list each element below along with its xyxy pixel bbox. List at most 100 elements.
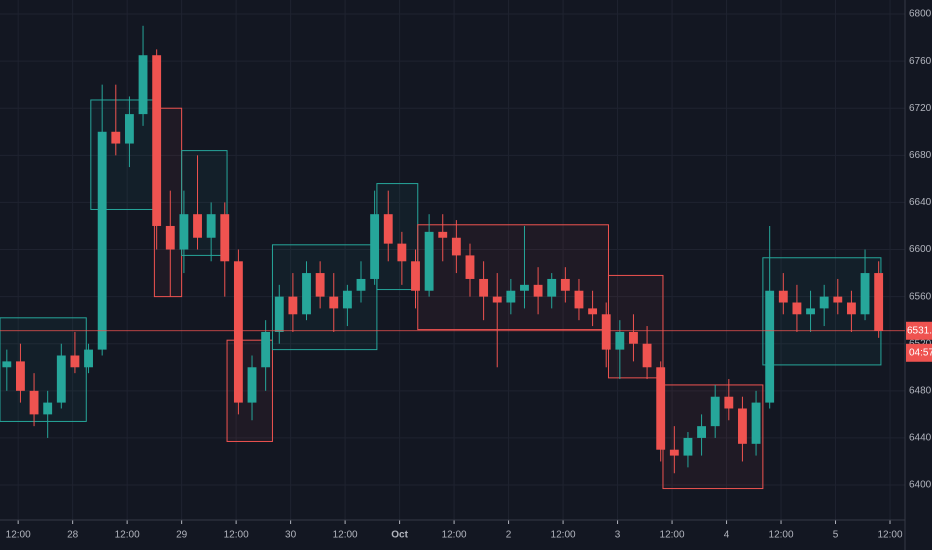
x-tick-label: Oct bbox=[391, 530, 408, 541]
candle-body bbox=[233, 261, 243, 403]
countdown-tag bbox=[906, 343, 932, 362]
candle-body bbox=[451, 237, 461, 256]
channel bbox=[181, 150, 228, 256]
x-tick-label: 12:00 bbox=[442, 530, 467, 541]
y-tick-label: 6440.0 bbox=[909, 433, 932, 444]
candle-body bbox=[765, 290, 775, 403]
candle-body bbox=[629, 331, 638, 344]
candle-body bbox=[601, 314, 611, 350]
candle-body bbox=[111, 131, 121, 144]
candle-body bbox=[833, 296, 843, 303]
channel bbox=[607, 274, 664, 379]
candle-body bbox=[819, 296, 829, 309]
x-tick-label: 2 bbox=[506, 530, 512, 541]
candle-body bbox=[533, 284, 543, 297]
candle-body bbox=[302, 273, 311, 315]
last-price-label: 6531.0 bbox=[907, 325, 932, 336]
y-tick-label: 6600.0 bbox=[909, 244, 932, 255]
x-tick-label: 28 bbox=[67, 530, 79, 541]
x-tick-label: 12:00 bbox=[769, 530, 794, 541]
x-tick-label: 3 bbox=[615, 530, 621, 541]
y-tick-label: 6560.0 bbox=[909, 291, 932, 302]
candle-body bbox=[274, 296, 284, 332]
y-tick-label: 6800.0 bbox=[909, 9, 932, 20]
candle-body bbox=[806, 308, 815, 315]
y-tick-label: 6720.0 bbox=[909, 103, 932, 114]
candle-body bbox=[138, 55, 148, 115]
candle-body bbox=[383, 214, 393, 244]
x-tick-label: 5 bbox=[833, 530, 839, 541]
candle-body bbox=[179, 214, 189, 250]
candle-body bbox=[751, 402, 761, 444]
candle-body bbox=[261, 331, 271, 368]
y-tick-label: 6400.0 bbox=[909, 480, 932, 491]
channel bbox=[0, 317, 87, 422]
candle-body bbox=[165, 225, 175, 250]
last-price-tag bbox=[906, 321, 932, 340]
candle-body bbox=[669, 449, 679, 456]
candle-body bbox=[738, 408, 747, 444]
x-tick-label: 12:00 bbox=[6, 530, 31, 541]
y-tick-label: 6680.0 bbox=[909, 150, 932, 161]
candle-body bbox=[438, 231, 448, 238]
candle-body bbox=[778, 290, 788, 303]
x-tick-label: 30 bbox=[285, 530, 297, 541]
x-tick-label: 12:00 bbox=[115, 530, 140, 541]
candle-body bbox=[846, 302, 856, 315]
x-tick-label: 12:00 bbox=[333, 530, 358, 541]
candle-body bbox=[56, 355, 66, 403]
candle-body bbox=[697, 426, 706, 438]
candle-body bbox=[874, 273, 884, 331]
x-tick-label: 12:00 bbox=[224, 530, 249, 541]
candle-body bbox=[97, 131, 107, 350]
y-tick-label: 6760.0 bbox=[909, 56, 932, 67]
candle-body bbox=[588, 308, 598, 315]
candle-body bbox=[860, 273, 870, 315]
candle-body bbox=[43, 402, 53, 415]
y-tick-label: 6480.0 bbox=[909, 385, 932, 396]
candle-body bbox=[492, 296, 502, 303]
candle-body bbox=[288, 296, 298, 315]
x-tick-label: 12:00 bbox=[551, 530, 576, 541]
candle-body bbox=[193, 214, 202, 238]
candle-body bbox=[615, 331, 625, 350]
x-tick-label: 29 bbox=[176, 530, 188, 541]
candle-body bbox=[574, 290, 584, 309]
x-tick-label: 12:00 bbox=[660, 530, 685, 541]
y-tick-label: 6640.0 bbox=[909, 197, 932, 208]
x-tick-label: 4 bbox=[724, 530, 730, 541]
candle-body bbox=[356, 278, 366, 291]
candle-body bbox=[84, 349, 93, 368]
candle-body bbox=[206, 214, 216, 238]
candle-body bbox=[2, 361, 12, 368]
candle-body bbox=[560, 278, 570, 291]
candle-body bbox=[397, 243, 407, 262]
candle-body bbox=[683, 437, 693, 456]
candle-body bbox=[479, 278, 489, 297]
countdown-label: 04:57 bbox=[909, 347, 932, 358]
candle-body bbox=[710, 396, 720, 427]
candle-body bbox=[315, 273, 325, 297]
candle-body bbox=[342, 290, 352, 309]
candle-body bbox=[506, 290, 516, 303]
candle-body bbox=[70, 355, 80, 368]
candle-body bbox=[370, 214, 380, 279]
candle-body bbox=[152, 55, 162, 226]
candle-body bbox=[642, 343, 652, 368]
candle-body bbox=[411, 261, 420, 291]
candle-body bbox=[520, 284, 529, 291]
candle-body bbox=[547, 278, 557, 297]
candle-body bbox=[247, 367, 257, 403]
candle-body bbox=[424, 231, 434, 291]
candle-body bbox=[124, 114, 134, 144]
candle-body bbox=[465, 255, 475, 279]
channel bbox=[417, 224, 609, 331]
candle-body bbox=[792, 302, 802, 315]
candle-body bbox=[29, 390, 39, 415]
candle-body bbox=[724, 396, 734, 409]
x-tick-label: 12:00 bbox=[877, 530, 902, 541]
candle-body bbox=[220, 214, 230, 262]
candle-body bbox=[656, 367, 666, 450]
candle-body bbox=[16, 361, 25, 391]
